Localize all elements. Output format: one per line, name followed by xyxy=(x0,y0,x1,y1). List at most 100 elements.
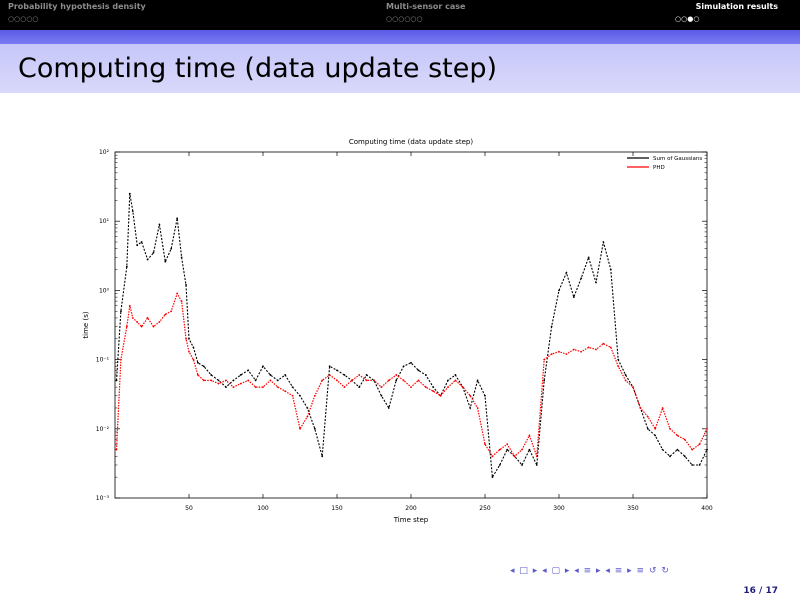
data-point-series-1 xyxy=(491,476,494,479)
data-point-series-1 xyxy=(115,379,118,382)
data-point-series-2 xyxy=(217,382,220,385)
data-point-series-2 xyxy=(120,358,122,361)
frame-title-bar xyxy=(0,44,800,93)
y-tick-label: 10⁰ xyxy=(99,287,110,294)
series-line-1 xyxy=(115,193,708,479)
data-point-series-1 xyxy=(587,256,590,259)
data-point-series-1 xyxy=(225,386,227,389)
frame-title: Computing time (data update step) xyxy=(18,53,498,84)
data-point-series-2 xyxy=(624,379,627,382)
data-point-series-2 xyxy=(291,394,294,397)
data-point-series-2 xyxy=(365,379,368,382)
data-point-series-1 xyxy=(484,394,486,397)
data-point-series-1 xyxy=(380,394,383,397)
data-point-series-2 xyxy=(521,448,523,451)
data-point-series-1 xyxy=(210,374,213,376)
data-point-series-1 xyxy=(136,244,139,247)
data-point-series-1 xyxy=(646,427,649,430)
data-point-series-1 xyxy=(706,448,708,451)
data-point-series-1 xyxy=(321,455,324,458)
data-point-series-1 xyxy=(558,289,560,292)
data-point-series-1 xyxy=(683,455,686,458)
data-point-series-2 xyxy=(402,379,405,382)
data-point-series-1 xyxy=(543,379,546,382)
y-tick-label: 10² xyxy=(99,149,110,156)
data-point-series-1 xyxy=(698,464,701,466)
data-point-series-2 xyxy=(196,374,199,376)
data-point-series-1 xyxy=(170,247,173,250)
nav-section-simulation[interactable]: Simulation results xyxy=(695,2,778,11)
data-point-series-2 xyxy=(506,443,509,446)
beamer-navigation-symbols[interactable]: ◂ □ ▸ ◂ ▢ ▸ ◂ ≡ ▸ ◂ ≡ ▸ ≡ ↺ ↻ xyxy=(510,566,670,576)
x-tick-label: 150 xyxy=(331,505,343,512)
header-strip xyxy=(0,30,800,44)
data-point-series-1 xyxy=(336,369,338,372)
data-point-series-2 xyxy=(343,386,346,389)
data-point-series-1 xyxy=(580,277,583,280)
y-tick-label: 10⁻² xyxy=(96,426,110,433)
data-point-series-2 xyxy=(661,407,664,409)
data-point-series-2 xyxy=(192,358,195,361)
data-point-series-1 xyxy=(217,379,220,382)
data-point-series-1 xyxy=(550,325,553,328)
data-point-series-1 xyxy=(291,386,294,389)
nav-section-multisensor[interactable]: Multi-sensor case xyxy=(386,2,466,11)
data-point-series-2 xyxy=(176,292,179,295)
data-point-series-1 xyxy=(447,379,449,382)
data-point-series-2 xyxy=(646,415,649,418)
data-point-series-2 xyxy=(528,434,531,437)
data-point-series-1 xyxy=(358,386,361,389)
data-point-series-2 xyxy=(225,379,227,382)
section-navigation: Probability hypothesis density ○○○○○ Mul… xyxy=(0,0,800,30)
y-tick-label: 10⁻³ xyxy=(96,495,110,502)
data-point-series-1 xyxy=(595,281,597,284)
data-point-series-2 xyxy=(432,390,435,393)
data-point-series-2 xyxy=(146,317,149,319)
data-point-series-2 xyxy=(410,386,412,389)
series-line-2 xyxy=(115,292,708,458)
data-point-series-1 xyxy=(120,310,122,313)
data-point-series-1 xyxy=(476,379,479,382)
data-point-series-1 xyxy=(276,379,279,382)
x-tick-label: 350 xyxy=(627,505,639,512)
data-point-series-1 xyxy=(343,374,346,376)
data-point-series-2 xyxy=(639,407,642,409)
data-point-series-1 xyxy=(565,271,568,274)
data-point-series-1 xyxy=(140,241,143,243)
data-point-series-2 xyxy=(417,379,420,382)
data-point-series-2 xyxy=(565,353,568,356)
data-point-series-2 xyxy=(185,337,187,340)
data-point-series-1 xyxy=(609,268,612,271)
data-point-series-2 xyxy=(395,374,398,376)
data-point-series-2 xyxy=(380,386,383,389)
nav-dots-phd[interactable]: ○○○○○ xyxy=(8,15,39,23)
nav-dots-simulation[interactable]: ○○●○ xyxy=(675,15,700,23)
data-point-series-2 xyxy=(572,348,575,351)
data-point-series-1 xyxy=(306,407,309,409)
legend-label-2: PHD xyxy=(653,165,665,171)
data-point-series-1 xyxy=(180,256,183,259)
data-point-series-1 xyxy=(417,369,420,372)
x-tick-label: 400 xyxy=(701,505,713,512)
data-point-series-2 xyxy=(439,394,442,397)
x-tick-label: 250 xyxy=(479,505,491,512)
data-point-series-2 xyxy=(188,350,190,353)
data-point-series-2 xyxy=(299,427,301,430)
nav-section-phd[interactable]: Probability hypothesis density xyxy=(8,2,146,11)
data-point-series-1 xyxy=(164,260,167,263)
data-point-series-2 xyxy=(210,379,213,382)
data-point-series-1 xyxy=(152,251,155,254)
data-point-series-2 xyxy=(484,443,486,446)
nav-dots-multisensor[interactable]: ○○○○○○ xyxy=(386,15,423,23)
data-point-series-2 xyxy=(170,310,173,313)
data-point-series-2 xyxy=(313,394,316,397)
data-point-series-1 xyxy=(146,258,149,261)
data-point-series-2 xyxy=(254,386,257,389)
data-point-series-1 xyxy=(328,365,331,368)
data-point-series-1 xyxy=(624,374,627,376)
data-point-series-2 xyxy=(469,394,472,397)
data-point-series-1 xyxy=(365,374,368,376)
data-point-series-1 xyxy=(661,448,664,451)
data-point-series-2 xyxy=(239,382,242,385)
data-point-series-1 xyxy=(676,448,679,451)
